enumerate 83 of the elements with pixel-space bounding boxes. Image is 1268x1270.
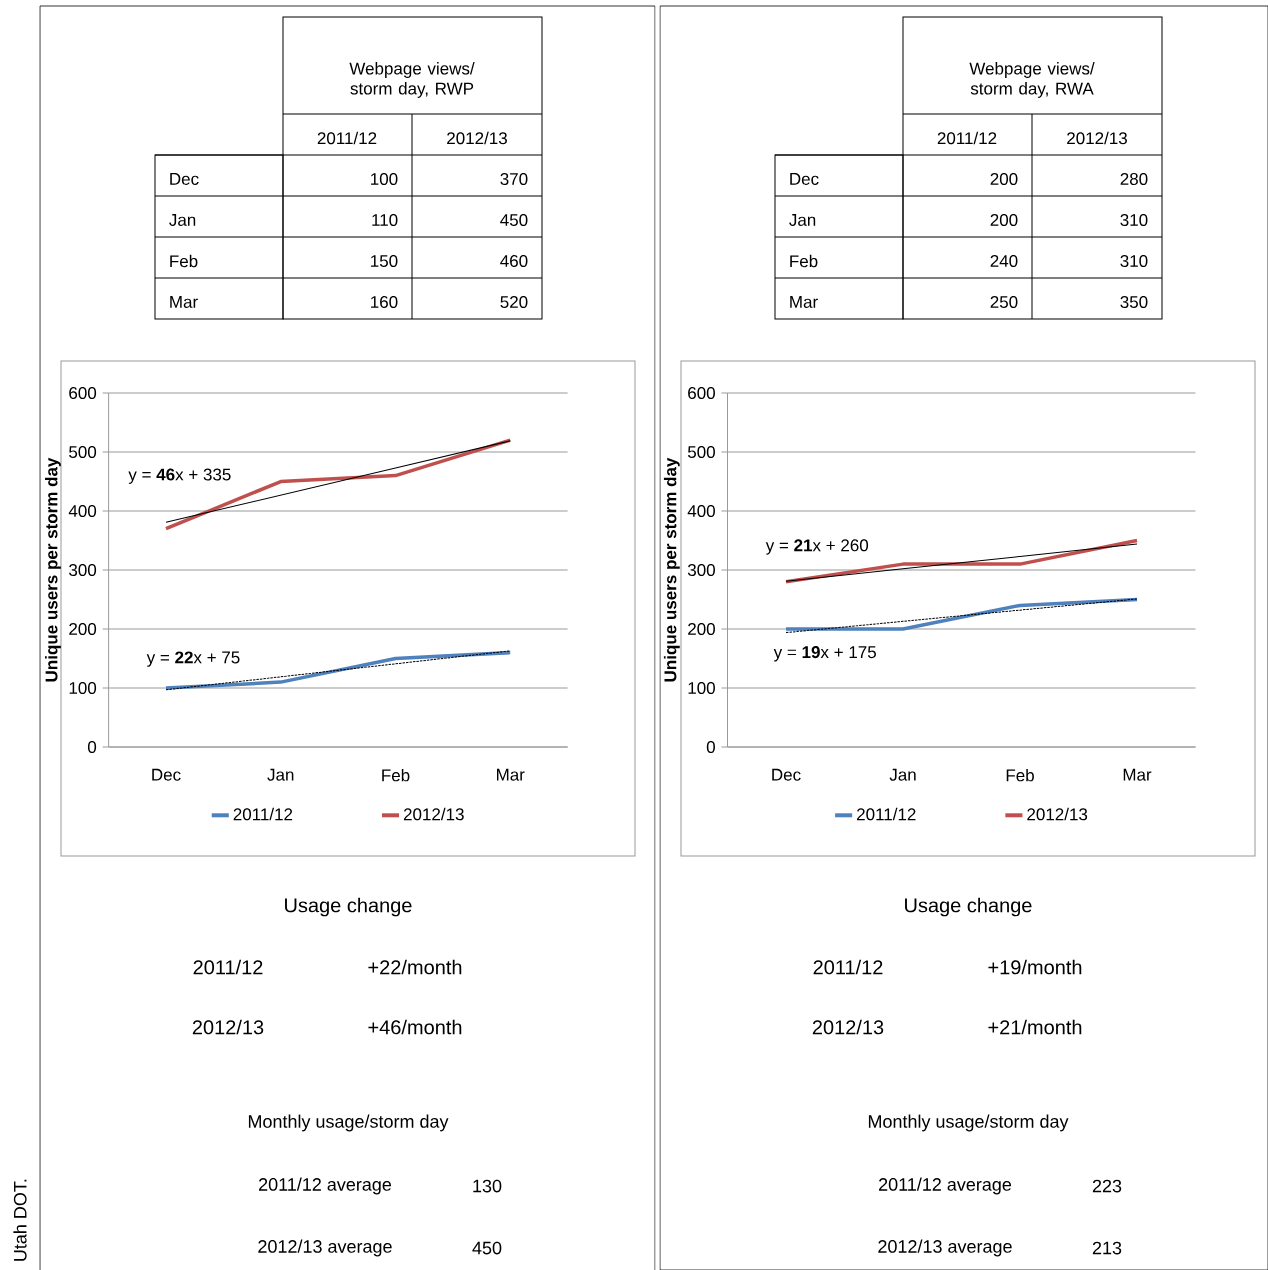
text: 2012/13 [192,1019,264,1035]
data-label: 100 [371,172,398,186]
text: 213 [1092,1241,1122,1255]
category-label: Jan [169,214,196,226]
text: Webpage views/ storm day, RWP [349,62,475,98]
x-tick-label: Mar [497,768,525,781]
legend-label: 2012/13 [403,807,464,821]
category-label: Dec [170,173,199,185]
data-label: 310 [1120,213,1148,227]
data-label: 240 [990,254,1018,268]
x-tick-label: Mar [1123,768,1152,781]
text: Monthly usage/storm day [868,1114,1069,1132]
data-label: 350 [1120,295,1148,309]
category-label: Jan [789,214,816,226]
y-tick-label: 600 [688,386,715,400]
x-tick-label: Jan [889,768,916,781]
data-label: 450 [500,213,528,227]
text: 2012/13 average [878,1239,1012,1257]
text: +22/month [368,959,462,975]
text: 2012/13 [1067,131,1127,145]
text: Usage change [285,897,412,917]
legend-label: 2012/13 [1027,807,1088,821]
data-label: 150 [371,254,398,268]
text: 130 [473,1179,502,1193]
data-label: 200 [990,213,1018,227]
category-label: Feb [170,254,198,268]
text: 2011/12 [317,131,377,145]
data-label: 160 [371,295,398,309]
y-tick-label: 100 [69,681,97,695]
x-tick-label: Dec [772,768,801,781]
y-axis-title: Unique users per storm day [45,457,61,682]
y-tick-label: 600 [69,386,97,400]
text: Usage change [905,897,1032,917]
data-label: 200 [990,172,1018,186]
y-tick-label: 200 [688,622,715,636]
y-tick-label: 400 [687,504,715,518]
y-tick-label: 0 [706,740,715,754]
y-tick-label: 300 [687,563,715,577]
annotation: y = 46x + 335 [128,468,231,484]
y-tick-label: 100 [688,681,715,695]
annotation: y = 22x + 75 [146,651,240,667]
x-tick-label: Jan [267,768,294,781]
data-label: 460 [500,254,528,268]
annotation: y = 21x + 260 [765,539,869,555]
text: 2011/12 average [259,1177,392,1195]
x-tick-label: Dec [152,768,181,781]
text: 450 [472,1241,502,1255]
data-label: 110 [372,213,398,227]
legend-label: 2011/12 [233,807,293,821]
category-label: Mar [170,296,198,308]
text: 2011/12 [813,959,883,975]
x-tick-label: Feb [1006,768,1034,782]
y-tick-label: 200 [69,622,97,636]
text: 2012/13 [447,131,507,145]
y-tick-label: 0 [87,740,97,754]
y-axis-title: Unique users per storm day [663,457,680,682]
legend-label: 2011/12 [857,807,916,821]
text: +19/month [988,959,1082,975]
data-label: 250 [990,295,1018,309]
text: 2011/12 [937,131,997,145]
text: 2012/13 average [258,1239,392,1257]
annotation: y = 19x + 175 [773,646,876,662]
text: +21/month [988,1019,1082,1035]
x-tick-label: Feb [382,768,410,782]
data-label: 310 [1120,254,1148,268]
text: Webpage views/ storm day, RWA [969,62,1095,98]
category-label: Dec [790,173,819,185]
text: +46/month [368,1019,462,1035]
data-label: 280 [1120,172,1148,186]
text: Monthly usage/storm day [248,1114,449,1132]
text: 2011/12 [193,959,263,975]
data-label: 520 [500,295,528,309]
y-tick-label: 300 [69,563,97,577]
category-label: Mar [790,296,818,308]
text: Utah DOT. [13,1179,27,1261]
y-tick-label: 500 [687,445,715,459]
text: 223 [1092,1179,1122,1193]
data-label: 370 [500,172,528,186]
text: 2011/12 average [879,1177,1012,1195]
y-tick-label: 400 [68,504,97,518]
y-tick-label: 500 [69,445,97,459]
text: 2012/13 [812,1019,884,1035]
category-label: Feb [790,254,818,268]
